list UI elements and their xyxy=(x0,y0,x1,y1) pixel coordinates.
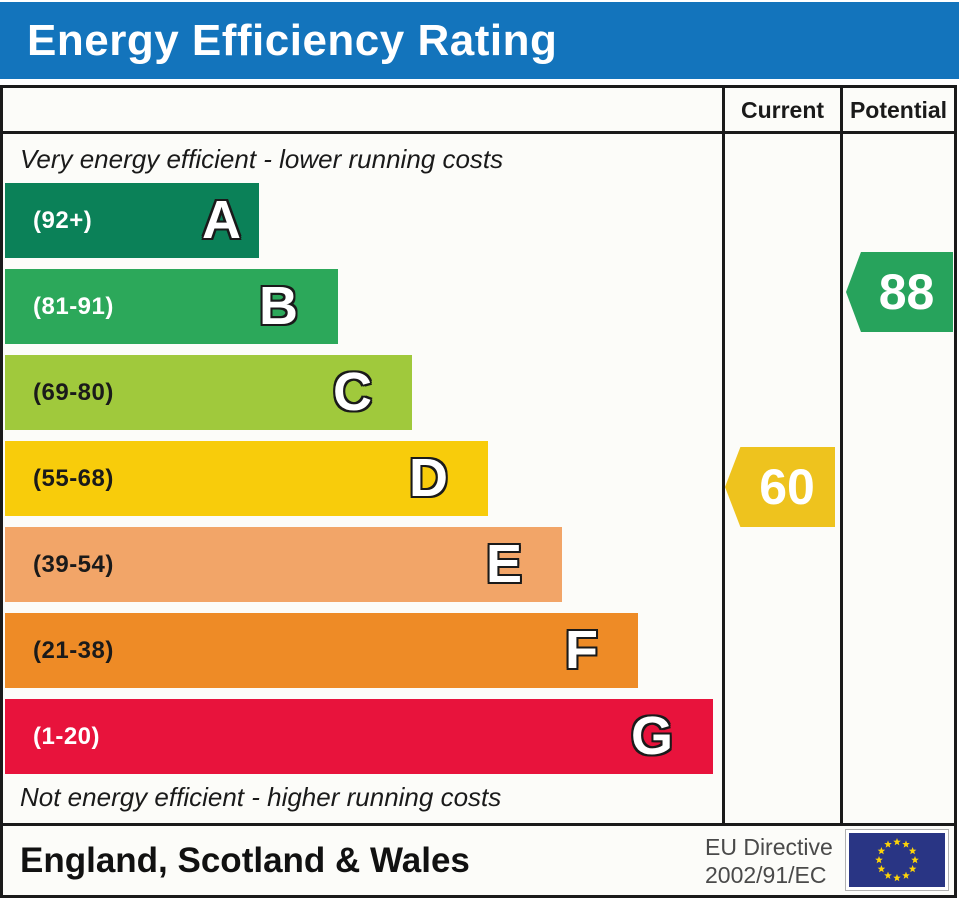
band-bar-f: (21-38) F xyxy=(5,613,638,688)
potential-rating-value: 88 xyxy=(878,264,935,320)
band-row-g: (1-20) G xyxy=(5,699,720,774)
eu-directive-label: EU Directive 2002/91/EC xyxy=(705,833,833,889)
band-letter: F xyxy=(565,620,598,680)
potential-column-header: Potential xyxy=(849,97,948,123)
band-bar-c: (69-80) C xyxy=(5,355,412,430)
eu-directive-line2: 2002/91/EC xyxy=(705,862,827,888)
band-row-a: (92+) A xyxy=(5,183,720,258)
column-divider xyxy=(840,88,843,823)
footer-bar: England, Scotland & Wales EU Directive 2… xyxy=(0,823,957,898)
band-range-label: (81-91) xyxy=(33,292,114,320)
band-row-d: (55-68) D xyxy=(5,441,720,516)
table-body: Very energy efficient - lower running co… xyxy=(3,134,954,823)
band-bar-e: (39-54) E xyxy=(5,527,562,602)
eu-flag-icon xyxy=(846,830,948,890)
eu-directive-line1: EU Directive xyxy=(705,834,833,860)
band-letter: C xyxy=(333,362,372,422)
column-divider xyxy=(722,88,725,823)
table-header-row xyxy=(3,88,954,134)
band-range-label: (69-80) xyxy=(33,378,114,406)
band-row-f: (21-38) F xyxy=(5,613,720,688)
band-row-c: (69-80) C xyxy=(5,355,720,430)
band-letter: E xyxy=(485,534,522,594)
band-range-label: (55-68) xyxy=(33,464,114,492)
potential-rating-arrow: 88 xyxy=(846,252,953,332)
band-letter: G xyxy=(630,706,673,766)
current-column-header: Current xyxy=(740,97,825,123)
band-letter: D xyxy=(409,448,448,508)
top-note: Very energy efficient - lower running co… xyxy=(20,144,504,174)
current-rating-arrow: 60 xyxy=(725,447,835,527)
band-range-label: (21-38) xyxy=(33,636,114,664)
region-label: England, Scotland & Wales xyxy=(20,841,470,880)
band-row-e: (39-54) E xyxy=(5,527,720,602)
band-bar-g: (1-20) G xyxy=(5,699,713,774)
page-title: Energy Efficiency Rating xyxy=(27,15,558,65)
bottom-note: Not energy efficient - higher running co… xyxy=(20,782,502,812)
band-bar-d: (55-68) D xyxy=(5,441,488,516)
band-letter: A xyxy=(202,190,241,250)
band-bar-b: (81-91) B xyxy=(5,269,338,344)
band-row-b: (81-91) B xyxy=(5,269,720,344)
band-letter: B xyxy=(259,276,298,336)
band-range-label: (92+) xyxy=(33,206,93,234)
eu-flag-svg xyxy=(849,833,945,887)
title-bar: Energy Efficiency Rating xyxy=(0,2,959,79)
band-range-label: (1-20) xyxy=(33,722,101,750)
rating-table: Current Potential Very energy efficient … xyxy=(0,85,957,826)
rating-bands: (92+) A (81-91) B (69-80) C xyxy=(5,183,720,785)
band-range-label: (39-54) xyxy=(33,550,114,578)
current-rating-value: 60 xyxy=(759,459,815,515)
band-bar-a: (92+) A xyxy=(5,183,259,258)
